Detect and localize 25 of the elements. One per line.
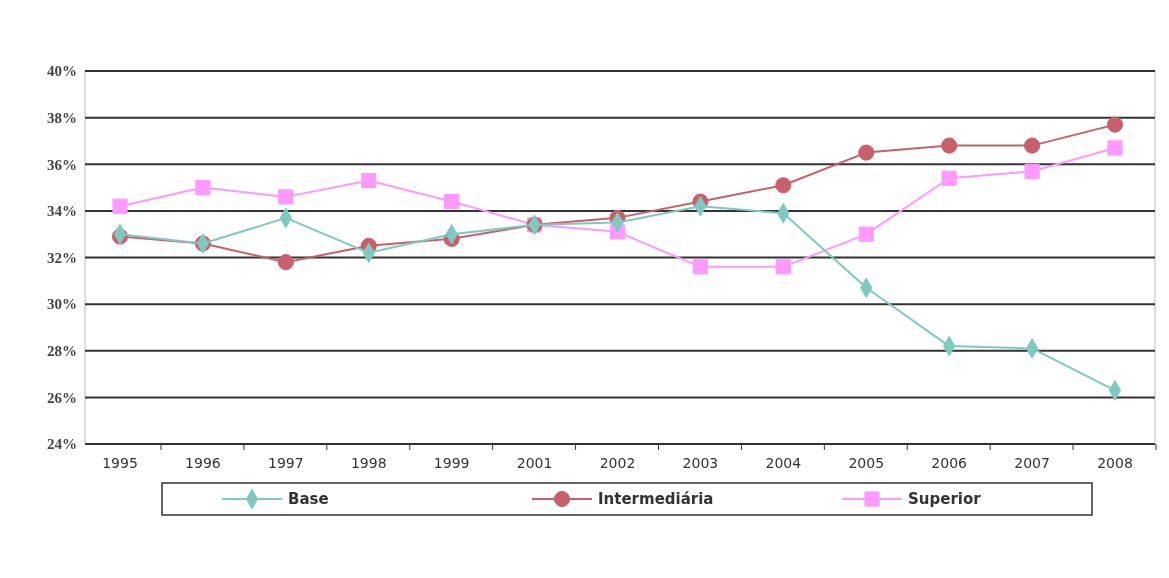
y-tick-label: 36% xyxy=(47,156,77,173)
y-tick-label: 26% xyxy=(47,389,77,406)
x-tick-label: 1998 xyxy=(350,455,387,471)
x-tick-label: 2005 xyxy=(848,455,885,471)
x-tick-label: 2003 xyxy=(682,455,719,471)
y-tick-label: 34% xyxy=(47,203,77,220)
x-tick-label: 2008 xyxy=(1097,455,1133,471)
legend-label: Base xyxy=(288,490,329,509)
x-tick-label: 2007 xyxy=(1014,455,1050,471)
y-tick-label: 40% xyxy=(47,63,77,80)
x-tick-label: 2002 xyxy=(599,455,636,471)
y-tick-label: 32% xyxy=(47,249,77,266)
x-tick-label: 2006 xyxy=(931,455,968,471)
y-tick-label: 38% xyxy=(47,109,77,126)
y-tick-label: 28% xyxy=(47,343,77,359)
legend-label: Intermediária xyxy=(598,490,714,509)
y-tick-label: 30% xyxy=(47,296,77,313)
x-tick-label: 1997 xyxy=(268,455,304,471)
x-tick-label: 1996 xyxy=(185,455,221,471)
x-tick-label: 2004 xyxy=(765,455,802,471)
x-tick-label: 1999 xyxy=(433,455,470,471)
legend-label: Superior xyxy=(908,490,982,509)
x-tick-label: 1995 xyxy=(102,455,138,471)
y-tick-label: 24% xyxy=(47,436,77,453)
x-tick-label: 2001 xyxy=(516,455,553,471)
